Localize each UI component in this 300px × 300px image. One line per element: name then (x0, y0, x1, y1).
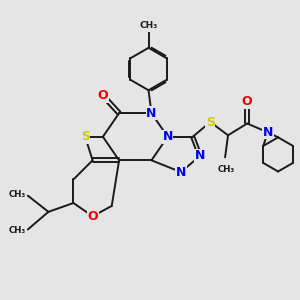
Text: S: S (206, 116, 215, 128)
Text: N: N (176, 166, 186, 178)
Text: CH₃: CH₃ (8, 226, 26, 236)
Text: N: N (146, 107, 157, 120)
Text: O: O (242, 95, 253, 108)
Text: N: N (195, 149, 205, 162)
Text: CH₃: CH₃ (218, 165, 235, 174)
Text: N: N (163, 130, 173, 143)
Text: O: O (98, 89, 108, 102)
Text: O: O (87, 210, 98, 223)
Text: CH₃: CH₃ (140, 21, 158, 30)
Text: S: S (81, 130, 90, 143)
Text: CH₃: CH₃ (8, 190, 26, 199)
Text: N: N (262, 126, 273, 139)
